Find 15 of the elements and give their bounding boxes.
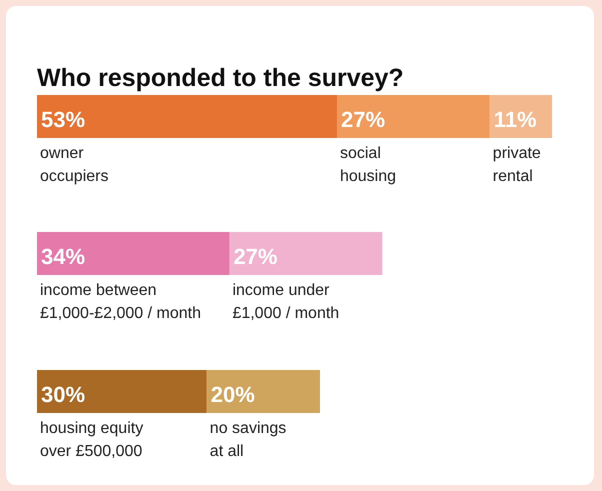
data-label: 34%: [41, 244, 86, 269]
data-label: 27%: [340, 107, 386, 132]
series-label: owner occupiers: [40, 145, 108, 185]
series-label: income between £1,000-£2,000 / month: [40, 282, 202, 322]
data-label: 53%: [41, 107, 86, 132]
data-label: 27%: [233, 244, 278, 269]
data-label: 30%: [41, 382, 86, 407]
data-label: 20%: [210, 382, 255, 407]
series-label: social housing: [340, 145, 396, 185]
chart-title: Who responded to the survey?: [37, 64, 404, 92]
series-label: private rental: [492, 145, 541, 185]
series-label: income under £1,000 / month: [232, 282, 340, 322]
series-label: no savings at all: [210, 420, 286, 460]
series-label: housing equity over £500,000: [40, 420, 144, 460]
data-label: 11%: [494, 107, 537, 132]
